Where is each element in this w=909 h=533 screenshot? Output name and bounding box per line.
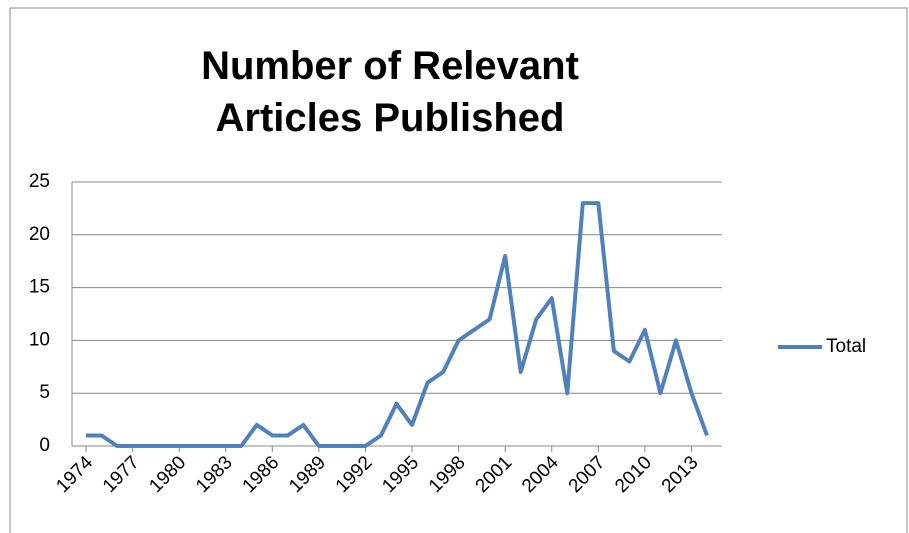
y-tick-label: 20 [29,224,50,245]
y-tick-label: 25 [29,171,50,192]
x-tick-label: 1980 [145,452,190,497]
x-tick-label: 1986 [239,452,284,497]
x-tick-label: 1998 [425,452,470,497]
x-tick-label: 2001 [472,452,517,497]
x-tick-label: 1983 [192,452,237,497]
x-tick-label: 1974 [52,452,97,497]
x-tick-label: 2013 [658,452,703,497]
x-tick-label: 2007 [565,452,610,497]
x-tick-label: 1995 [378,452,423,497]
y-tick-label: 5 [39,382,50,403]
x-tick-label: 2010 [611,452,656,497]
x-tick-label: 1992 [332,452,377,497]
x-tick-label: 1977 [99,452,144,497]
legend-label: Total [826,336,866,357]
line-series [86,201,709,448]
y-tick-label: 15 [29,277,50,298]
y-tick-label: 0 [39,435,50,456]
chart-border [9,7,908,533]
x-tick-label: 1989 [285,452,330,497]
chart-title: Number of Relevant Articles Published [201,44,579,140]
x-tick-label: 2004 [518,452,563,497]
y-tick-label: 10 [29,329,50,350]
